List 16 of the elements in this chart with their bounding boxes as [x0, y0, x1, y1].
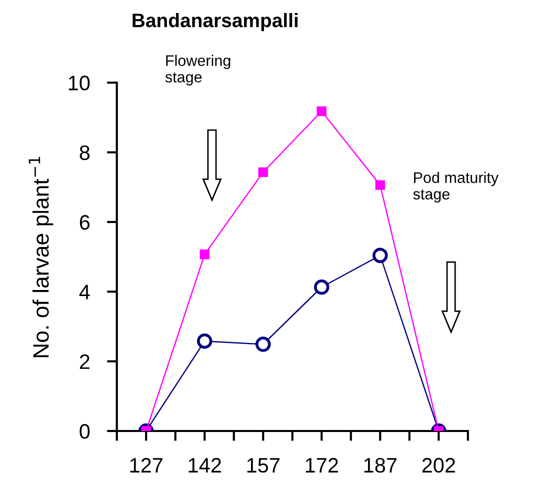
annotation: Pod maturity stage: [413, 172, 499, 203]
y-tick-label: 4: [79, 284, 90, 300]
chart-title: Bandanarsampalli: [132, 13, 298, 32]
y-tick-label: 8: [80, 145, 90, 160]
y-tick-label: 2: [80, 354, 90, 369]
x-tick-label: 172: [306, 458, 338, 472]
y-axis-title: No. of larvae plant$^{−1}$: [28, 156, 54, 358]
x-tick-label: 187: [364, 458, 396, 473]
x-tick-label: 142: [188, 458, 221, 472]
x-tick-label: 127: [130, 458, 162, 472]
y-tick-label: 10: [68, 76, 90, 90]
annotation: Flowering stage: [165, 54, 230, 86]
y-tick-label: 0: [80, 424, 90, 439]
x-tick-label: 202: [422, 458, 456, 473]
y-tick-label: 6: [80, 214, 90, 230]
x-tick-label: 157: [247, 458, 280, 473]
